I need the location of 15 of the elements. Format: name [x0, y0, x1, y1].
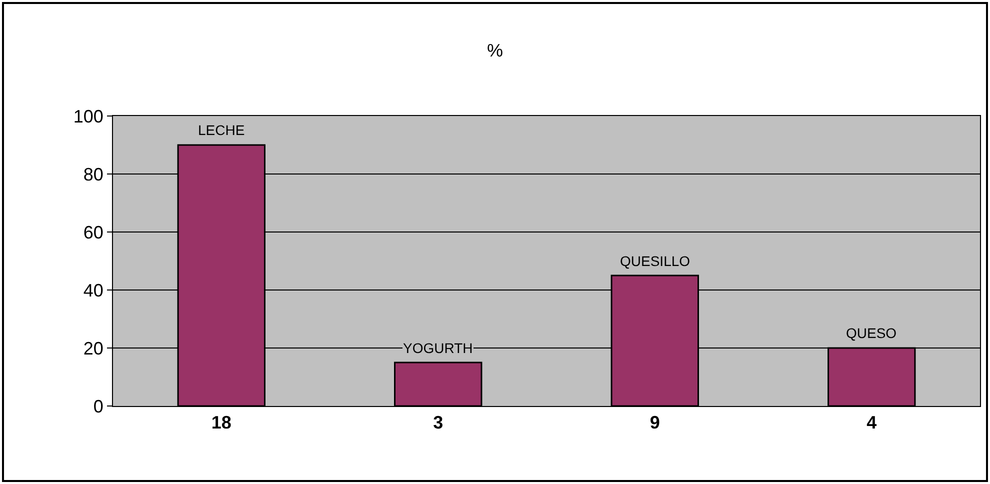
x-tick-label: 9 — [650, 412, 660, 433]
y-tick-label: 40 — [83, 280, 104, 300]
y-tick-label: 60 — [83, 222, 104, 242]
y-tick-label: 100 — [73, 106, 104, 126]
annotation: QUESILLO — [620, 253, 690, 269]
chart-title: % — [486, 40, 504, 60]
x-tick-label: 18 — [211, 412, 232, 433]
x-tick-label: 3 — [433, 412, 444, 433]
annotation: LECHE — [198, 122, 245, 138]
x-tick-label: 4 — [866, 412, 877, 433]
y-tick-label: 20 — [83, 338, 104, 358]
y-tick-label: 0 — [93, 396, 104, 416]
y-tick-label: 80 — [83, 164, 104, 184]
annotation: QUESO — [846, 325, 897, 341]
annotation: YOGURTH — [403, 340, 473, 356]
